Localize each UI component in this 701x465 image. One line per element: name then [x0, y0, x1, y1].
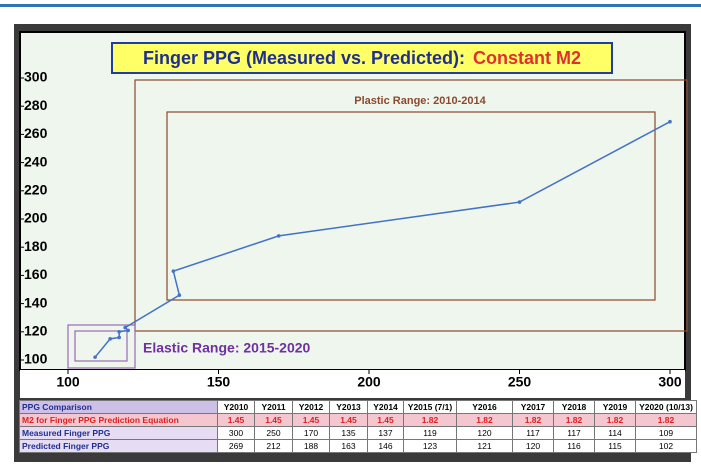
- table-cell: 163: [329, 439, 368, 453]
- point: [177, 293, 182, 297]
- point: [93, 355, 97, 359]
- table-cell: 120: [456, 426, 513, 440]
- table-row: Measured Finger PPG 300 250 170 135 137 119 120…: [19, 426, 697, 440]
- plastic-inner-box: [166, 111, 656, 301]
- y-tick-label: 240: [24, 153, 48, 169]
- table-cell: 146: [367, 439, 404, 453]
- table-cell: 1.82: [594, 413, 636, 427]
- y-tick-label: 300: [24, 69, 48, 85]
- point: [171, 269, 176, 273]
- x-tick-label: 100: [56, 374, 80, 390]
- y-tick-label: 260: [24, 125, 48, 141]
- table-cell: 1.45: [217, 413, 255, 427]
- table-cell: Y2012: [292, 400, 330, 414]
- table-cell: 1.45: [254, 413, 293, 427]
- y-tick-label: 200: [24, 210, 48, 226]
- table-cell: Measured Finger PPG: [19, 426, 218, 440]
- table-header: PPG Comparison Y2010 Y2011 Y2012 Y2013 Y2014 Y…: [19, 400, 697, 414]
- table-cell: 1.45: [367, 413, 404, 427]
- x-axis-band: [20, 370, 685, 398]
- table-cell: 300: [217, 426, 255, 440]
- table-cell: 135: [329, 426, 368, 440]
- plot-background: [19, 31, 686, 371]
- point: [517, 200, 522, 204]
- table-cell: 121: [456, 439, 513, 453]
- table-cell: 116: [553, 439, 595, 453]
- y-tick-label: 180: [24, 238, 48, 254]
- y-tick-label: 160: [24, 266, 48, 282]
- x-tick-label: 200: [357, 374, 381, 390]
- table-cell: Y2017: [512, 400, 554, 414]
- point: [123, 325, 127, 330]
- y-tick-label: 100: [24, 351, 48, 367]
- top-rule: [0, 4, 701, 7]
- elastic-inner-box: [74, 330, 128, 362]
- point: [108, 337, 112, 341]
- table-cell: 188: [292, 439, 330, 453]
- table-cell: Y2015 (7/1): [403, 400, 457, 414]
- point: [117, 330, 121, 334]
- table-cell: 1.82: [403, 413, 457, 427]
- y-tick-label: 280: [24, 97, 48, 113]
- point: [668, 119, 672, 124]
- table-cell: Y2020 (10/13): [635, 400, 697, 414]
- point: [126, 328, 130, 333]
- table-cell: 109: [635, 426, 697, 440]
- table-cell: 1.82: [553, 413, 595, 427]
- table-cell: 212: [254, 439, 293, 453]
- title-highlight: Constant M2: [473, 48, 581, 68]
- table-cell: 114: [594, 426, 636, 440]
- elastic-label: Elastic Range: 2015-2020: [143, 340, 311, 356]
- title-main: Finger PPG (Measured vs. Predicted):: [143, 48, 465, 68]
- table-cell: Y2019: [594, 400, 636, 414]
- table-row: Predicted Finger PPG 269 212 188 163 146 123 12…: [19, 439, 697, 453]
- point: [117, 335, 121, 340]
- table-cell: Y2014: [367, 400, 404, 414]
- table-cell: Y2016: [456, 400, 513, 414]
- table-cell: 1.82: [512, 413, 554, 427]
- table-cell: 1.45: [292, 413, 330, 427]
- table-cell: 1.82: [635, 413, 697, 427]
- table-cell: Y2010: [217, 400, 255, 414]
- plastic-label: Plastic Range: 2010-2014: [354, 95, 486, 107]
- y-tick-label: 220: [24, 182, 48, 198]
- y-tick-label: 120: [24, 323, 48, 339]
- table-cell: 123: [403, 439, 457, 453]
- table-cell: 137: [367, 426, 404, 440]
- table-cell: 119: [403, 426, 457, 440]
- table-cell: 117: [553, 426, 595, 440]
- y-tick-label: 140: [24, 294, 48, 310]
- table-cell: PPG Comparison: [19, 400, 218, 414]
- table-cell: Y2018: [553, 400, 595, 414]
- table-cell: Predicted Finger PPG: [19, 439, 218, 453]
- elastic-outer-box: [67, 324, 136, 369]
- comparison-table: PPG Comparison Y2010 Y2011 Y2012 Y2013 Y2014 Y…: [19, 400, 697, 453]
- table-cell: 250: [254, 426, 293, 440]
- table-cell: 115: [594, 439, 636, 453]
- table-cell: 102: [635, 439, 697, 453]
- table-cell: Y2011: [254, 400, 293, 414]
- x-tick-label: 150: [207, 374, 231, 390]
- x-tick-label: 250: [508, 374, 532, 390]
- point: [276, 234, 281, 238]
- table-cell: 117: [512, 426, 554, 440]
- table-cell: Y2013: [329, 400, 368, 414]
- table-cell: M2 for Finger PPG Prediction Equation: [19, 413, 218, 427]
- x-tick-label: 300: [658, 374, 682, 390]
- plastic-outer-box: [134, 79, 688, 332]
- chart-title: Finger PPG (Measured vs. Predicted): Cons…: [143, 48, 581, 68]
- title-box: [111, 42, 613, 74]
- table-cell: 170: [292, 426, 330, 440]
- table-cell: 1.82: [456, 413, 513, 427]
- table-cell: 120: [512, 439, 554, 453]
- table-cell: 269: [217, 439, 255, 453]
- table-row: M2 for Finger PPG Prediction Equation 1.4…: [19, 413, 697, 427]
- table-cell: 1.45: [329, 413, 368, 427]
